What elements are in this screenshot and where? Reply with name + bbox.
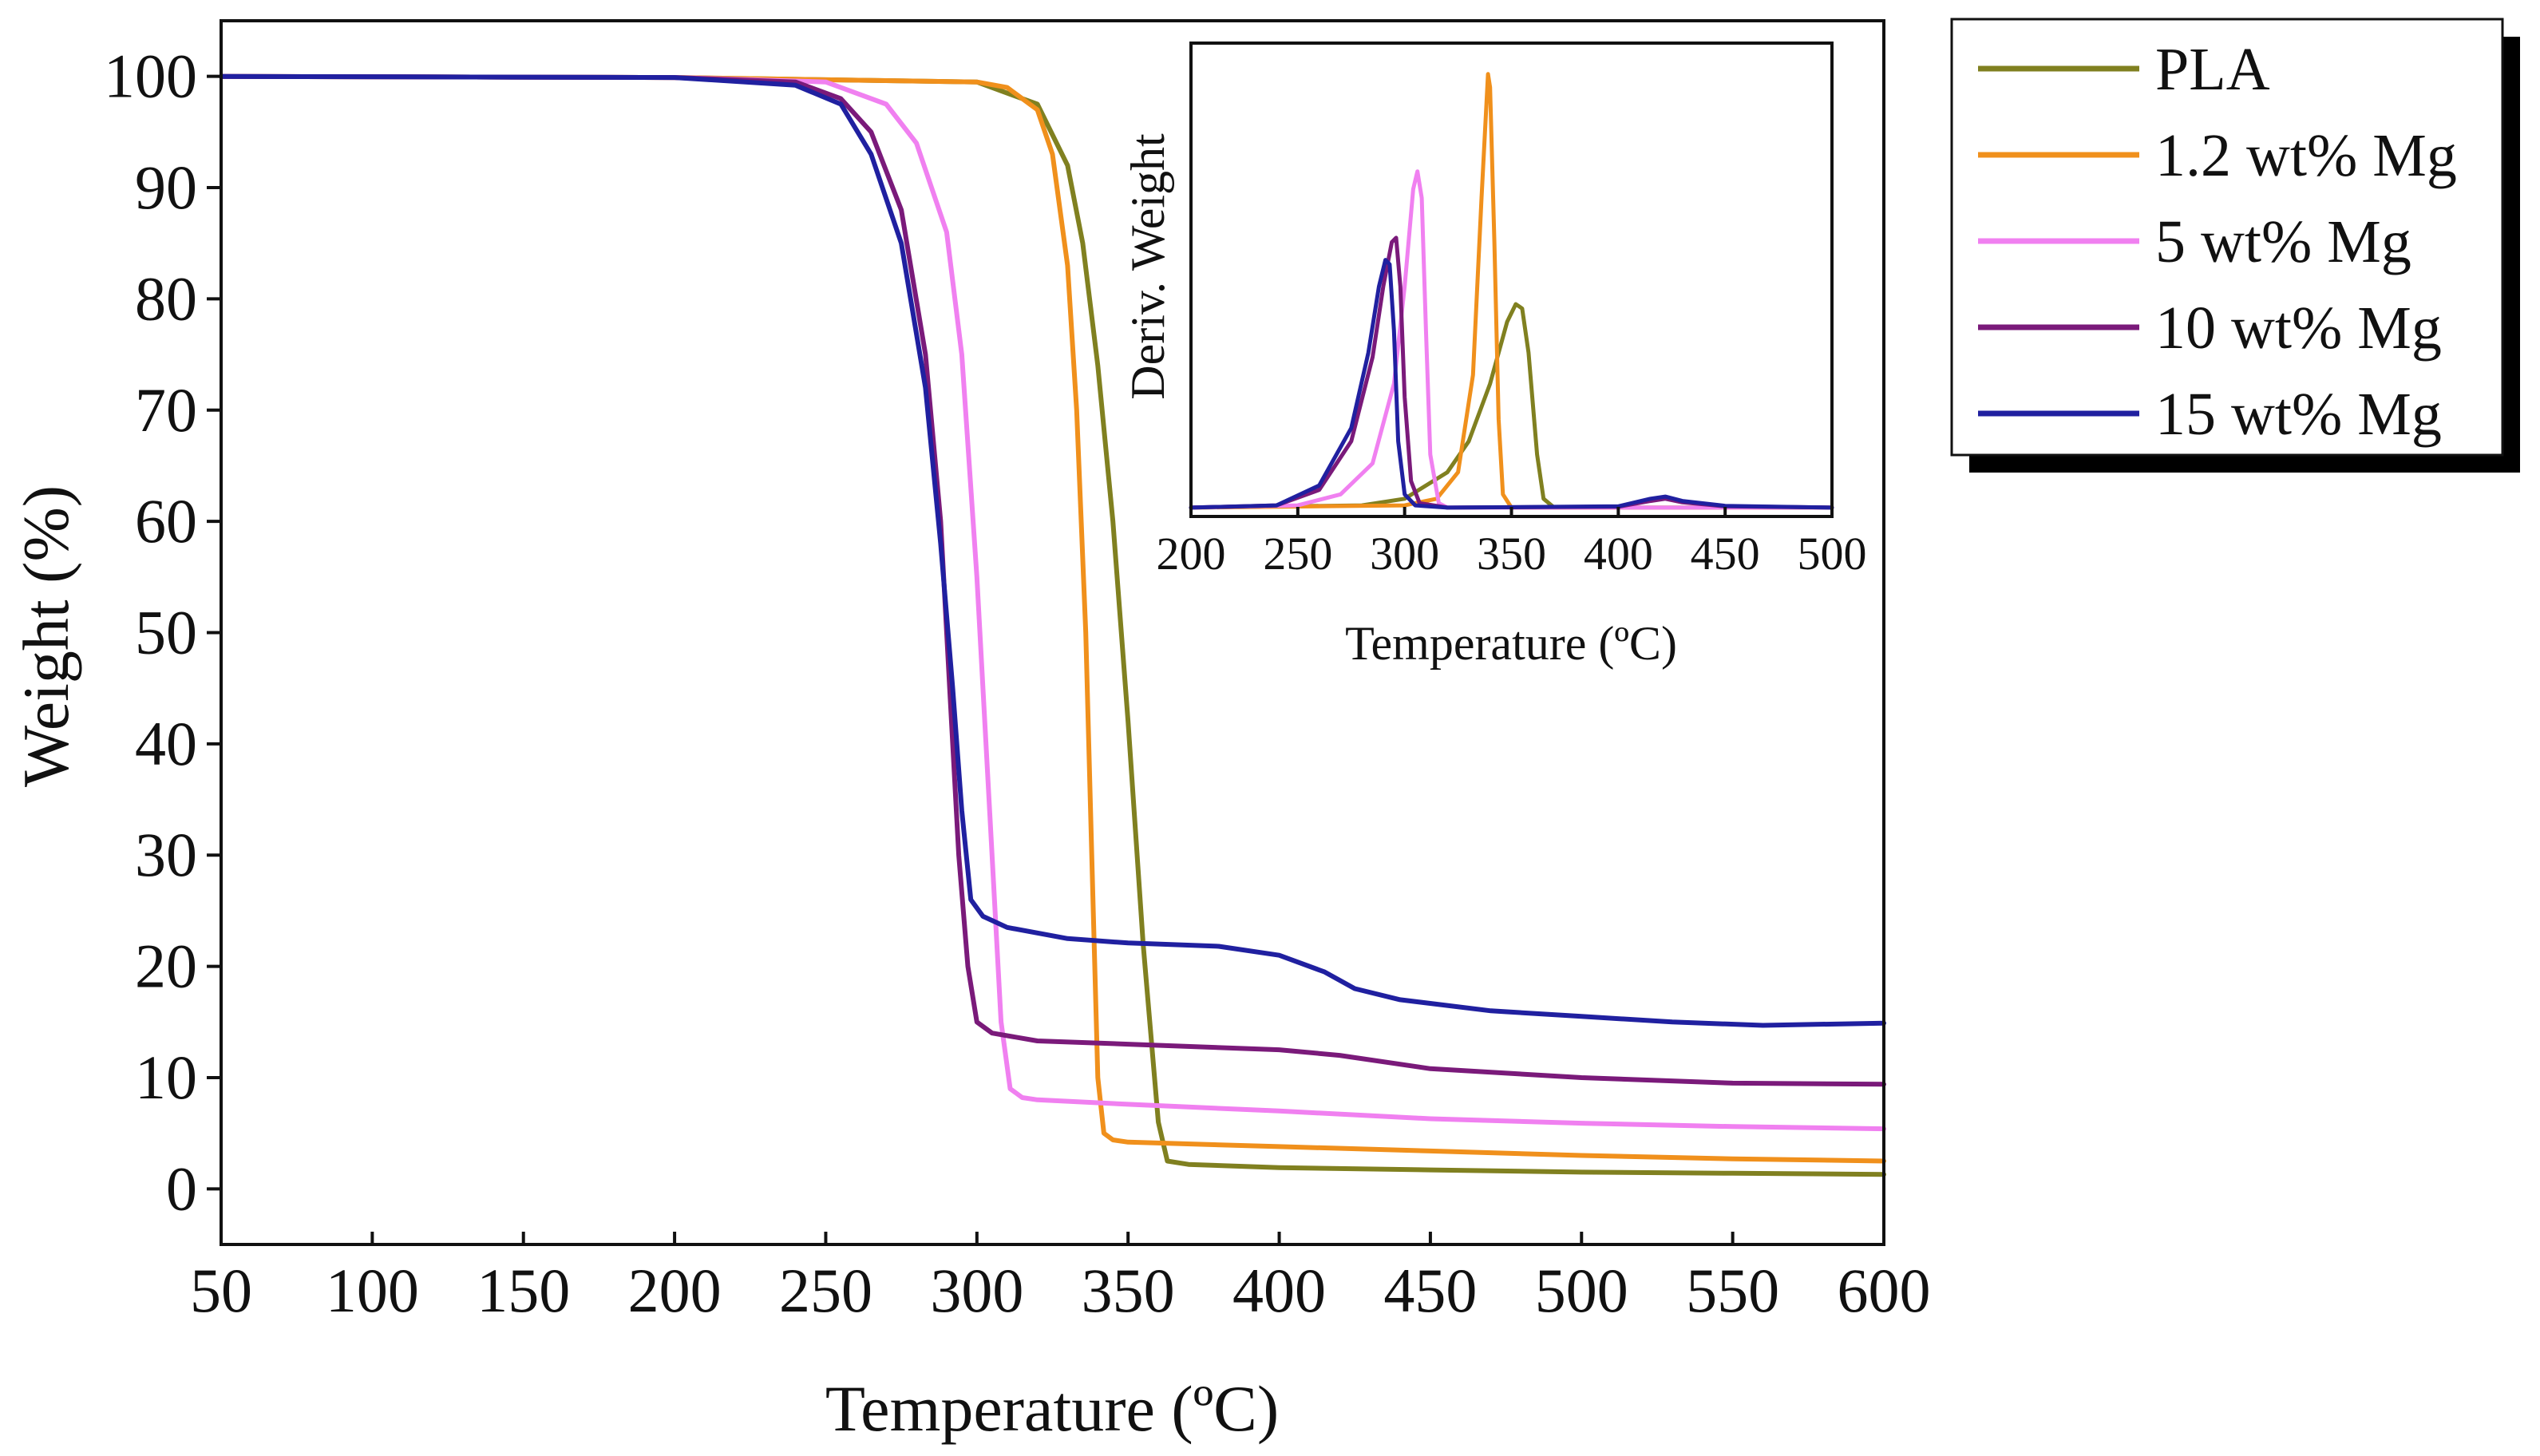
inset-series-line xyxy=(1189,235,1834,510)
main-x-tick-label: 100 xyxy=(326,1256,419,1325)
main-x-axis: 50 100 150 200 250 300 350 400 450 500 550 600 xyxy=(190,1232,1931,1325)
inset-x-tick-label: 350 xyxy=(1477,528,1546,580)
inset-plot: 200 250 300 350 400 450 500 Temperature (ºC) D… xyxy=(1122,42,1867,670)
inset-x-tick-label: 450 xyxy=(1691,528,1760,580)
main-series-line xyxy=(219,73,1886,1087)
main-x-tick-label: 300 xyxy=(930,1256,1023,1325)
inset-series-group xyxy=(1189,72,1834,510)
main-y-tick-label: 40 xyxy=(135,709,197,778)
main-y-tick-label: 10 xyxy=(135,1043,197,1112)
inset-x-tick-label: 500 xyxy=(1798,528,1867,580)
main-y-tick-label: 90 xyxy=(135,152,197,222)
legend-items: PLA 1.2 wt% Mg 5 wt% Mg 10 wt% Mg 15 wt% Mg xyxy=(1978,36,2457,448)
main-y-tick-label: 60 xyxy=(135,486,197,556)
legend-label: 5 wt% Mg xyxy=(2155,208,2411,275)
main-y-tick-label: 80 xyxy=(135,263,197,333)
main-x-tick-label: 450 xyxy=(1383,1256,1477,1325)
inset-x-tick-label: 300 xyxy=(1370,528,1439,580)
main-x-tick-label: 400 xyxy=(1232,1256,1326,1325)
legend-label: PLA xyxy=(2155,36,2270,103)
main-series-line xyxy=(219,73,1886,1028)
main-x-tick-label: 50 xyxy=(190,1256,252,1325)
inset-x-axis-title: Temperature (ºC) xyxy=(1345,617,1677,670)
main-x-tick-label: 250 xyxy=(779,1256,872,1325)
main-series-line xyxy=(219,73,1886,1132)
main-x-tick-label: 200 xyxy=(628,1256,722,1325)
legend-box xyxy=(1950,18,2504,457)
main-series-group xyxy=(219,73,1886,1177)
main-x-tick-label: 350 xyxy=(1082,1256,1175,1325)
inset-x-tick-label: 400 xyxy=(1584,528,1653,580)
main-y-tick-label: 100 xyxy=(104,42,197,111)
main-y-tick-label: 70 xyxy=(135,375,197,445)
inset-y-axis-title: Deriv. Weight xyxy=(1122,133,1174,400)
legend: PLA 1.2 wt% Mg 5 wt% Mg 10 wt% Mg 15 wt% Mg xyxy=(1950,18,2520,473)
main-plot: 50 100 150 200 250 300 350 400 450 500 550 600 0 10 2… xyxy=(10,19,1931,1445)
main-y-tick-label: 0 xyxy=(166,1153,197,1223)
main-y-tick-label: 50 xyxy=(135,598,197,667)
inset-plot-background xyxy=(1191,43,1832,516)
inset-series-line xyxy=(1189,302,1834,510)
main-y-axis: 0 10 20 30 40 50 60 70 80 90 100 xyxy=(104,42,221,1223)
inset-x-tick-label: 250 xyxy=(1263,528,1332,580)
main-x-tick-label: 600 xyxy=(1838,1256,1931,1325)
legend-label: 10 wt% Mg xyxy=(2155,295,2442,362)
main-x-tick-label: 500 xyxy=(1535,1256,1628,1325)
legend-label: 15 wt% Mg xyxy=(2155,381,2442,448)
legend-label: 1.2 wt% Mg xyxy=(2155,122,2457,189)
main-y-axis-title: Weight (%) xyxy=(10,485,82,787)
main-series-line xyxy=(219,73,1886,1164)
inset-x-axis: 200 250 300 350 400 450 500 xyxy=(1157,507,1867,580)
inset-x-tick-label: 200 xyxy=(1157,528,1226,580)
main-y-tick-label: 30 xyxy=(135,820,197,889)
main-y-tick-label: 20 xyxy=(135,932,197,1001)
main-x-tick-label: 550 xyxy=(1686,1256,1779,1325)
main-x-axis-title: Temperature (ºC) xyxy=(825,1372,1279,1445)
inset-series-line xyxy=(1189,258,1834,510)
main-x-tick-label: 150 xyxy=(477,1256,570,1325)
